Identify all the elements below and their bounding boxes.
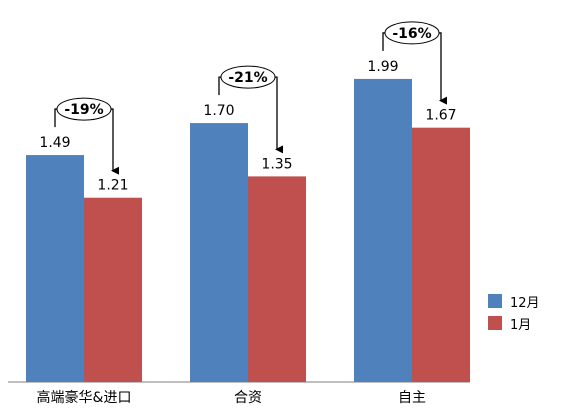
legend-item-12: 12月: [488, 290, 540, 312]
bar-1-0: [84, 197, 142, 382]
change-bubble-0: [56, 97, 112, 121]
data-label-12-0: 1.49: [39, 135, 70, 151]
legend-item-1: 1月: [488, 312, 540, 334]
data-label-1-0: 1.21: [97, 178, 128, 194]
change-label-0: -19%: [64, 102, 103, 118]
legend: 12月 1月: [488, 290, 540, 334]
change-bubble-2: [384, 21, 440, 45]
data-label-1-2: 1.67: [425, 108, 456, 124]
bar-12-1: [190, 123, 248, 382]
legend-label-12: 12月: [510, 295, 540, 311]
legend-label-1: 1月: [510, 317, 532, 333]
change-label-1: -21%: [228, 70, 267, 86]
legend-swatch-1: [488, 316, 502, 330]
bar-1-1: [248, 176, 306, 382]
category-label-0: 高端豪华&进口: [37, 389, 132, 406]
change-label-2: -16%: [392, 26, 431, 42]
data-label-1-1: 1.35: [261, 156, 292, 172]
legend-swatch-12: [488, 294, 502, 308]
data-label-12-2: 1.99: [367, 59, 398, 75]
category-label-2: 自主: [398, 390, 426, 406]
bar-1-2: [412, 127, 470, 382]
category-label-1: 合资: [234, 390, 262, 406]
bar-12-2: [354, 78, 412, 382]
bar-12-0: [26, 155, 84, 382]
data-label-12-1: 1.70: [203, 103, 234, 119]
change-bubble-1: [220, 65, 276, 89]
